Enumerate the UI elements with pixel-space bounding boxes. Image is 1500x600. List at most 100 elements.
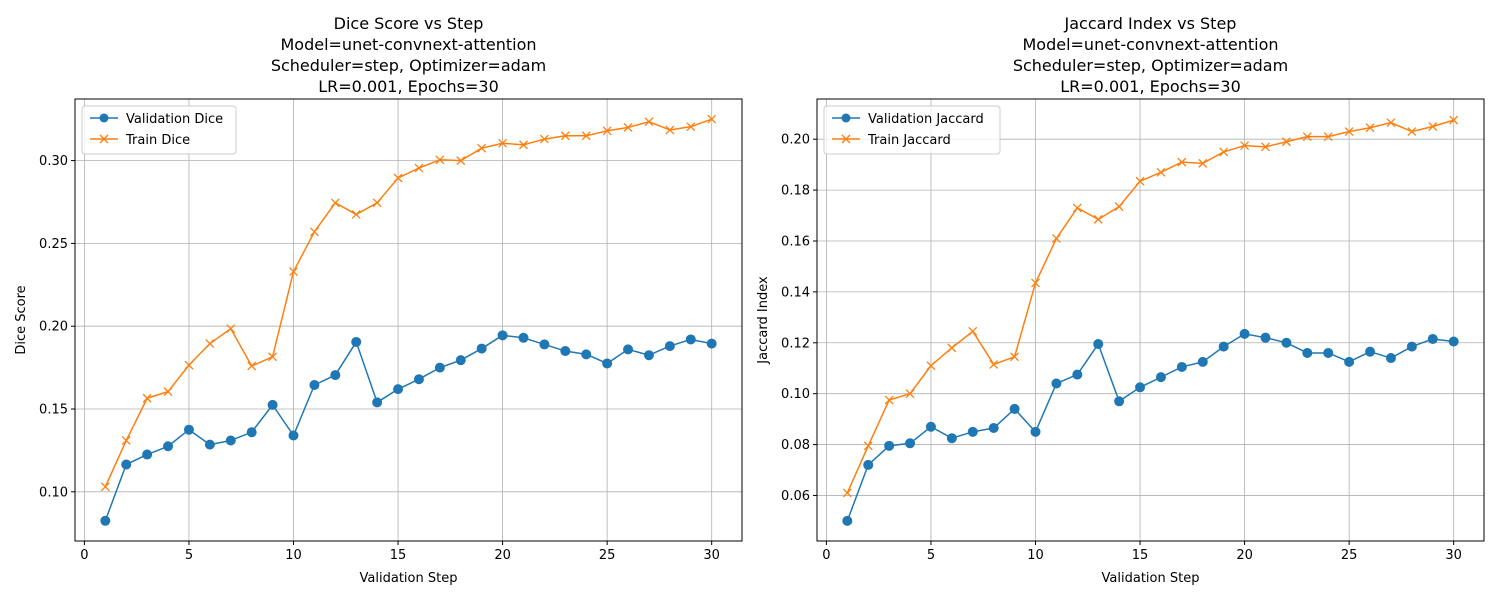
train-dice-point <box>456 156 466 166</box>
validation-dice-line <box>104 334 712 522</box>
validation-jaccard-point <box>1323 347 1334 358</box>
train-dice-point <box>686 122 696 132</box>
legend-box <box>823 105 1001 155</box>
train-jaccard-point <box>1156 167 1166 177</box>
validation-dice-point <box>643 350 654 361</box>
train-dice-point <box>142 393 152 403</box>
legend-marker-validation-dice <box>99 113 109 123</box>
chart-title-line: LR=0.001, Epochs=30 <box>1060 77 1241 96</box>
dice-chart-panel: Dice Score vs Step Model=unet-convnext-at… <box>14 14 743 586</box>
legend: Validation Jaccard Train Jaccard <box>823 105 1001 155</box>
chart-title-line: LR=0.001, Epochs=30 <box>318 77 499 96</box>
y-tick-label: 0.25 <box>39 237 68 252</box>
legend-label-validation-dice: Validation Dice <box>126 112 223 127</box>
chart-title-line: Jaccard Index vs Step <box>1064 14 1237 33</box>
validation-jaccard-point <box>1365 346 1376 357</box>
validation-jaccard-point <box>1427 333 1438 344</box>
legend-marker-train-jaccard <box>841 134 851 144</box>
validation-jaccard-point <box>946 433 957 444</box>
train-jaccard-point <box>1031 278 1040 288</box>
train-jaccard-point <box>926 361 936 371</box>
train-dice-point <box>184 360 194 370</box>
validation-dice-point <box>476 343 487 354</box>
train-dice-point <box>498 138 508 148</box>
validation-jaccard-point <box>1281 337 1292 348</box>
train-dice-point <box>289 267 298 277</box>
legend-label-train-jaccard: Train Jaccard <box>867 133 951 148</box>
validation-jaccard-point <box>1072 369 1083 380</box>
validation-jaccard-point <box>1302 347 1313 358</box>
y-tick-label: 0.20 <box>781 133 810 148</box>
train-dice-point <box>435 155 445 165</box>
x-tick-label: 20 <box>1236 548 1253 563</box>
chart-title-line: Model=unet-convnext-attention <box>280 35 536 54</box>
train-dice-point <box>351 209 361 219</box>
train-dice-point <box>309 227 319 237</box>
x-axis-label: Validation Step <box>1102 571 1200 586</box>
chart-title-line: Dice Score vs Step <box>334 14 484 33</box>
train-jaccard-point <box>1365 123 1375 133</box>
validation-jaccard-point <box>842 515 853 526</box>
validation-jaccard-point <box>1051 378 1062 389</box>
validation-jaccard-point <box>967 426 978 437</box>
validation-dice-point <box>393 384 404 395</box>
y-tick-label: 0.08 <box>781 438 810 453</box>
train-dice-point <box>707 114 717 124</box>
x-tick-label: 5 <box>185 548 193 563</box>
train-dice-point <box>623 123 633 132</box>
validation-jaccard-point <box>1135 382 1146 393</box>
train-jaccard-point <box>1386 118 1396 128</box>
train-dice-line <box>104 118 712 488</box>
train-jaccard-point <box>1302 132 1312 142</box>
x-tick-label: 15 <box>390 548 407 563</box>
chart-title-line: Scheduler=step, Optimizer=adam <box>1013 56 1288 75</box>
train-jaccard-point <box>1114 202 1124 212</box>
train-jaccard-point <box>1219 147 1229 157</box>
x-axis-label: Validation Step <box>360 571 458 586</box>
train-dice-point <box>330 198 340 208</box>
validation-dice-point <box>309 380 320 390</box>
validation-jaccard-point <box>925 421 936 432</box>
train-jaccard-point <box>842 488 852 498</box>
train-dice-point <box>247 361 257 371</box>
validation-dice-point <box>518 332 529 343</box>
validation-dice-point <box>706 338 717 349</box>
y-tick-label: 0.15 <box>39 403 68 418</box>
validation-dice-point <box>142 449 153 460</box>
validation-dice-point <box>497 330 508 341</box>
validation-jaccard-point <box>1344 356 1355 367</box>
validation-jaccard-point <box>884 440 895 451</box>
train-dice-point <box>414 163 424 173</box>
train-jaccard-point <box>1281 137 1291 147</box>
x-tick-label: 20 <box>494 548 511 563</box>
validation-dice-point <box>434 362 445 373</box>
validation-dice-point <box>330 370 341 381</box>
legend-label-train-dice: Train Dice <box>125 133 190 148</box>
x-tick-label: 30 <box>703 548 720 563</box>
y-tick-label: 0.10 <box>39 485 68 500</box>
legend: Validation Dice Train Dice <box>81 105 237 155</box>
train-jaccard-point <box>905 389 915 399</box>
legend-marker-train-dice <box>99 134 109 144</box>
x-tick-label: 25 <box>599 548 616 563</box>
train-jaccard-point <box>1135 176 1145 186</box>
train-dice-point <box>393 173 403 183</box>
x-tick-label: 15 <box>1132 548 1149 563</box>
validation-jaccard-point <box>1385 353 1396 364</box>
y-axis-label: Jaccard Index <box>756 276 771 365</box>
y-tick-label: 0.16 <box>781 234 810 249</box>
train-jaccard-point <box>989 359 999 369</box>
validation-jaccard-point <box>1009 403 1020 414</box>
train-jaccard-line <box>846 119 1454 494</box>
train-dice-point <box>477 143 487 153</box>
legend-marker-validation-jaccard <box>841 113 851 123</box>
train-dice-point <box>602 126 612 136</box>
train-dice-point <box>519 140 528 150</box>
y-tick-label: 0.30 <box>39 154 68 169</box>
y-tick-label: 0.20 <box>39 320 68 335</box>
validation-jaccard-point <box>1448 336 1459 347</box>
validation-jaccard-point <box>863 459 874 470</box>
validation-jaccard-point <box>1176 361 1187 372</box>
validation-dice-point <box>267 399 278 410</box>
